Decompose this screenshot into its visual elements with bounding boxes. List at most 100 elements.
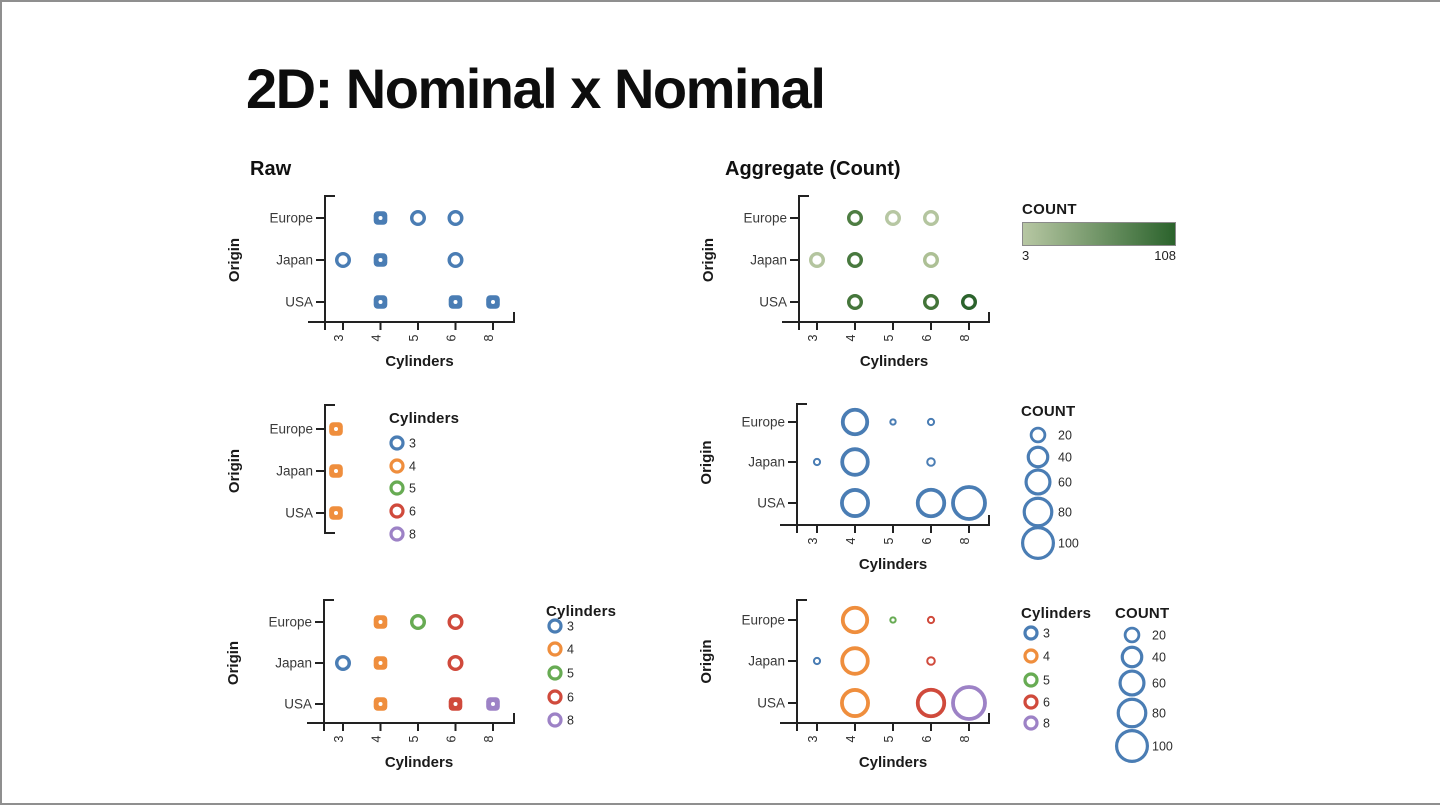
svg-text:USA: USA — [757, 696, 785, 711]
column-header-aggregate: Aggregate (Count) — [725, 158, 901, 180]
svg-text:4: 4 — [844, 537, 858, 544]
chart-agg-count-color: 3 4 5 6 8 Europe Japan USA Cylinders Origin — [700, 195, 990, 370]
legend-size-swatch — [1026, 445, 1050, 469]
count-gradient-min: 3 — [1022, 248, 1030, 263]
svg-text:6: 6 — [920, 334, 934, 341]
data-bubble — [840, 605, 870, 635]
legend-size-swatch — [1029, 426, 1047, 444]
svg-text:USA: USA — [285, 295, 313, 310]
svg-text:4: 4 — [567, 643, 574, 657]
chart-agg-count-size: 3 4 5 6 8 Europe Japan USA Cylinders Origin — [698, 403, 990, 573]
data-point — [847, 209, 864, 226]
svg-text:Japan: Japan — [748, 654, 785, 669]
svg-text:Europe: Europe — [741, 415, 785, 430]
data-bubble — [812, 656, 822, 666]
svg-text:Europe: Europe — [741, 613, 785, 628]
svg-text:Europe: Europe — [269, 422, 313, 437]
svg-text:5: 5 — [407, 334, 421, 341]
data-point — [335, 251, 352, 268]
data-bubble — [840, 488, 870, 518]
svg-text:8: 8 — [409, 528, 416, 542]
svg-text:Japan: Japan — [748, 455, 785, 470]
svg-text:COUNT: COUNT — [1115, 605, 1169, 622]
svg-text:USA: USA — [285, 506, 313, 521]
svg-text:Japan: Japan — [750, 253, 787, 268]
data-point — [1023, 648, 1039, 664]
svg-text:6: 6 — [445, 735, 459, 742]
svg-text:Japan: Japan — [275, 656, 312, 671]
svg-text:5: 5 — [882, 735, 896, 742]
data-point — [961, 294, 978, 311]
svg-text:Cylinders: Cylinders — [860, 353, 928, 370]
svg-text:Cylinders: Cylinders — [385, 754, 453, 771]
svg-text:Cylinders: Cylinders — [385, 353, 453, 370]
svg-text:Cylinders: Cylinders — [859, 556, 927, 573]
svg-text:6: 6 — [409, 505, 416, 519]
data-point — [410, 614, 427, 631]
svg-text:5: 5 — [407, 735, 421, 742]
data-bubble — [889, 616, 897, 624]
svg-text:Cylinders: Cylinders — [546, 603, 616, 620]
svg-text:3: 3 — [806, 334, 820, 341]
data-bubble — [926, 615, 936, 625]
svg-text:4: 4 — [370, 735, 384, 742]
count-gradient-bar — [1022, 222, 1176, 246]
svg-text:100: 100 — [1152, 740, 1173, 754]
data-point — [1023, 715, 1039, 731]
count-size-legend: COUNT 20 40 60 80 100 — [1114, 605, 1173, 763]
data-point — [389, 480, 405, 496]
count-gradient-labels: 3 108 — [1022, 248, 1176, 263]
column-header-raw: Raw — [250, 158, 292, 180]
svg-text:60: 60 — [1152, 677, 1166, 691]
svg-text:5: 5 — [1043, 674, 1050, 688]
svg-text:6: 6 — [920, 537, 934, 544]
svg-text:8: 8 — [958, 735, 972, 742]
data-point — [885, 209, 902, 226]
data-point — [923, 294, 940, 311]
svg-text:Origin: Origin — [698, 639, 715, 683]
data-bubble — [840, 447, 870, 477]
svg-text:5: 5 — [567, 667, 574, 681]
svg-text:60: 60 — [1058, 476, 1072, 490]
data-point — [447, 209, 464, 226]
data-point — [389, 458, 405, 474]
data-bubble — [840, 646, 870, 676]
svg-text:Europe: Europe — [268, 615, 312, 630]
svg-text:3: 3 — [806, 735, 820, 742]
data-point — [923, 209, 940, 226]
svg-text:Origin: Origin — [700, 238, 717, 282]
data-point — [547, 689, 563, 705]
chart-raw-position: 3 4 5 6 8 Europe Japan USA Cylinders Origin — [226, 195, 515, 370]
svg-text:4: 4 — [1043, 650, 1050, 664]
slide-title: 2D: Nominal x Nominal — [246, 57, 826, 120]
svg-text:100: 100 — [1058, 537, 1079, 551]
data-point — [847, 251, 864, 268]
chart-raw-overplot: Europe Japan USA Origin — [226, 404, 343, 534]
data-point — [809, 251, 826, 268]
svg-text:5: 5 — [409, 482, 416, 496]
legend-size-swatch — [1114, 728, 1149, 763]
svg-text:COUNT: COUNT — [1021, 403, 1075, 420]
data-bubble — [915, 487, 947, 519]
data-point — [447, 251, 464, 268]
svg-text:Japan: Japan — [276, 464, 313, 479]
svg-text:USA: USA — [759, 295, 787, 310]
svg-text:3: 3 — [332, 735, 346, 742]
legend-size-swatch — [1022, 496, 1054, 528]
chart-raw-color: 3 4 5 6 8 Europe Japan USA Cylinders Origin — [225, 599, 515, 771]
svg-text:8: 8 — [482, 735, 496, 742]
svg-text:80: 80 — [1152, 707, 1166, 721]
svg-text:3: 3 — [806, 537, 820, 544]
data-point — [1023, 694, 1039, 710]
svg-text:6: 6 — [920, 735, 934, 742]
svg-text:5: 5 — [882, 537, 896, 544]
data-bubble — [915, 687, 947, 719]
count-gradient-max: 108 — [1154, 248, 1176, 263]
svg-text:3: 3 — [567, 620, 574, 634]
svg-text:8: 8 — [567, 714, 574, 728]
svg-text:8: 8 — [958, 537, 972, 544]
data-point — [547, 712, 563, 728]
data-point — [847, 294, 864, 311]
